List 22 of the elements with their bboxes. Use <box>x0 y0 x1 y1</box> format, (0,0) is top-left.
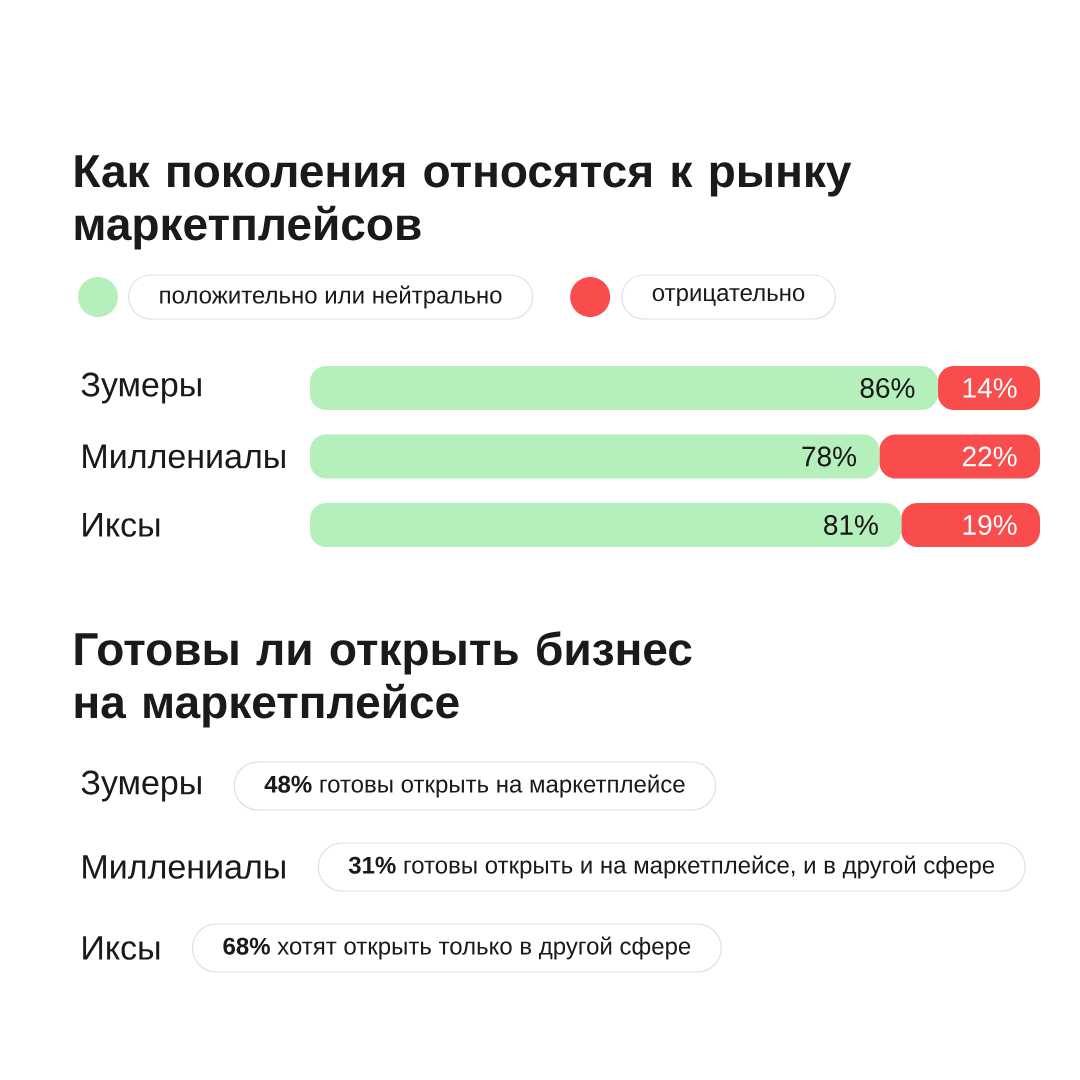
bar <box>879 434 1041 479</box>
data-label: 86% <box>860 378 915 398</box>
legend-label: отрицательно <box>652 288 805 306</box>
bar <box>901 502 1041 547</box>
bar <box>310 365 938 410</box>
chart-title: Как поколения относятся к рынку маркетплейсов <box>75 155 852 250</box>
text: Готовы ли открыть бизнес на маркетплейсе <box>75 631 692 728</box>
bar <box>937 365 1041 410</box>
legend-label: положительно или нейтрально <box>160 285 502 309</box>
y-tick-label: Иксы <box>83 513 160 537</box>
y-tick-label: Зумеры <box>81 372 201 404</box>
text: 31% готовы открыть и на маркетплейсе, и в другой сфере <box>348 855 995 879</box>
data-label: 81% <box>824 515 878 535</box>
y-tick-label: Миллениалы <box>83 444 285 469</box>
bar <box>310 434 880 479</box>
data-label: 78% <box>802 446 857 467</box>
bar <box>310 502 902 547</box>
text: 68% хотят открыть только в другой сфере <box>223 936 691 960</box>
text: 48% готовы открыть на маркетплейсе <box>264 774 685 798</box>
data-label: 14% <box>963 378 1017 398</box>
data-label: 22% <box>962 446 1017 467</box>
data-label: 19% <box>963 515 1017 535</box>
